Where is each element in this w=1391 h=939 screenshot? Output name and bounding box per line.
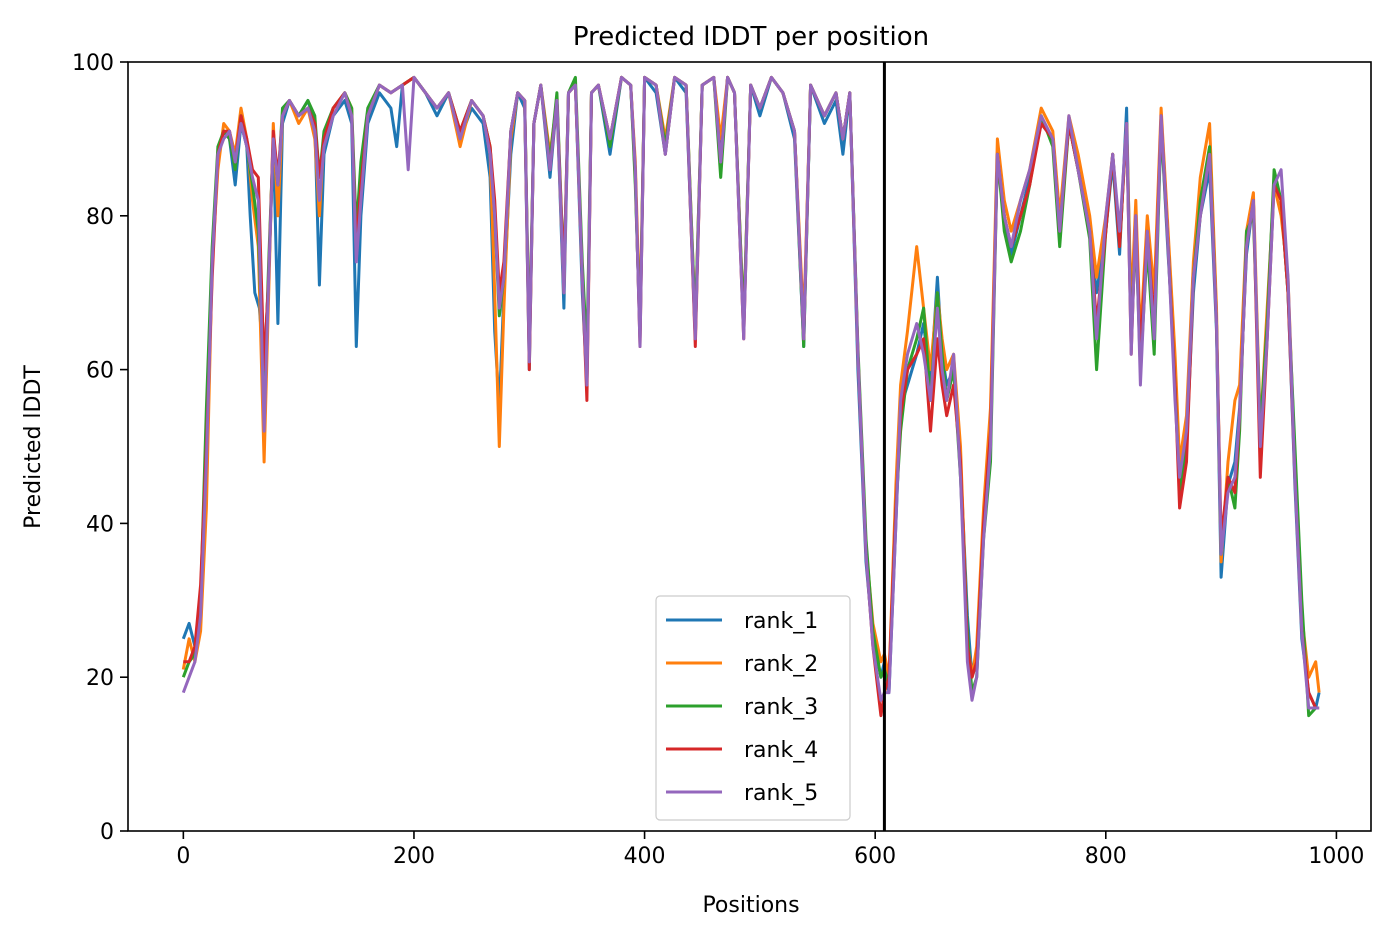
y-tick-label: 20	[86, 666, 114, 691]
x-tick-label: 200	[393, 844, 435, 869]
y-tick-label: 40	[86, 512, 114, 537]
y-tick-label: 60	[86, 359, 114, 384]
axes-frame	[127, 61, 1372, 832]
x-tick-label: 400	[624, 844, 666, 869]
plot-area: 0 200 400 600 800 1000 0 20 40 60 80 100	[72, 51, 1372, 869]
legend-label-rank-2: rank_2	[744, 652, 818, 677]
series-layer	[181, 75, 1321, 718]
y-tick-label: 80	[86, 205, 114, 230]
chart-title: Predicted lDDT per position	[573, 22, 929, 52]
x-axis-ticks: 0 200 400 600 800 1000	[176, 831, 1364, 869]
legend-entries: rank_1 rank_2 rank_3 rank_4 rank_5	[666, 609, 818, 806]
x-tick-label: 600	[854, 844, 896, 869]
series-line-rank-5	[181, 75, 1320, 710]
y-axis-ticks: 0 20 40 60 80 100	[72, 51, 128, 845]
x-tick-label: 1000	[1308, 844, 1364, 869]
legend-box	[655, 595, 851, 821]
x-tick-label: 0	[176, 844, 190, 869]
y-axis-label: Predicted lDDT	[21, 365, 46, 529]
legend-label-rank-1: rank_1	[744, 609, 818, 634]
x-axis-label: Positions	[702, 893, 799, 918]
legend-label-rank-4: rank_4	[744, 738, 818, 763]
legend-label-rank-5: rank_5	[744, 781, 818, 806]
legend-label-rank-3: rank_3	[744, 695, 818, 720]
y-tick-label: 0	[100, 820, 114, 845]
x-tick-label: 800	[1085, 844, 1127, 869]
legend: rank_1 rank_2 rank_3 rank_4 rank_5	[655, 595, 851, 821]
y-tick-label: 100	[72, 51, 114, 76]
